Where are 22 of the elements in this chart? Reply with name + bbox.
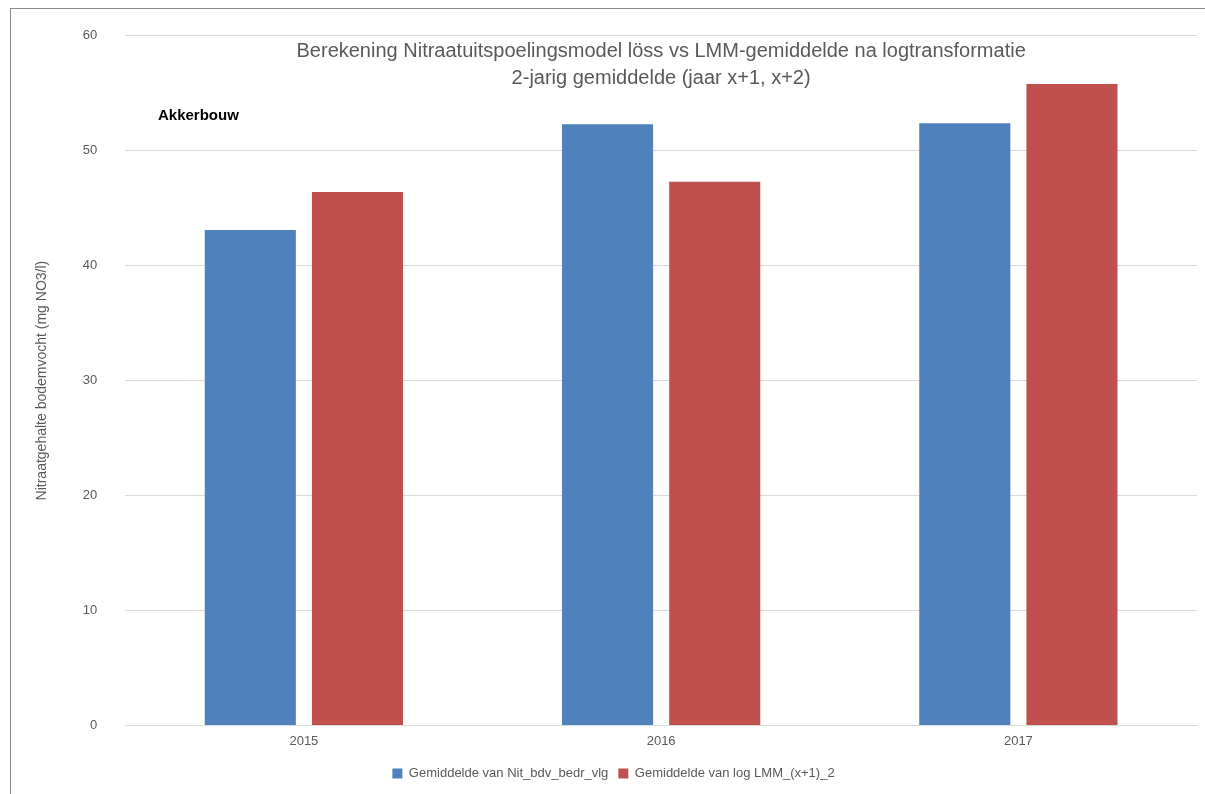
bar bbox=[561, 124, 654, 725]
y-tick-label: 10 bbox=[82, 602, 98, 618]
y-tick-label: 20 bbox=[82, 487, 98, 503]
bar bbox=[669, 181, 761, 725]
x-tick-label: 2016 bbox=[646, 732, 676, 748]
x-tick-label: 2015 bbox=[289, 732, 319, 748]
x-tick-label: 2017 bbox=[1003, 732, 1033, 748]
legend-label: Gemiddelde van log LMM_(x+1)_2 bbox=[634, 765, 835, 781]
bar bbox=[919, 123, 1011, 725]
y-tick-label: 30 bbox=[82, 372, 98, 388]
bar bbox=[311, 192, 404, 725]
bar bbox=[204, 230, 296, 725]
annotation: Akkerbouw bbox=[158, 106, 240, 124]
y-tick-label: 0 bbox=[90, 716, 98, 732]
y-tick-label: 40 bbox=[82, 257, 98, 273]
y-tick-label: 50 bbox=[82, 142, 98, 158]
bar bbox=[1026, 84, 1118, 725]
text: Berekening Nitraatuitspoelingsmodel löss vs LMM-gemiddelde na logtransformatie bbox=[296, 39, 1026, 62]
text: 2-jarig gemiddelde (jaar x+1, x+2) bbox=[511, 66, 811, 89]
y-axis-title: Nitraatgehalte bodemvocht (mg NO3/l) bbox=[33, 260, 50, 501]
legend-label: Gemiddelde van Nit_bdv_bedr_vlg bbox=[408, 765, 609, 781]
y-tick-label: 60 bbox=[82, 27, 98, 43]
